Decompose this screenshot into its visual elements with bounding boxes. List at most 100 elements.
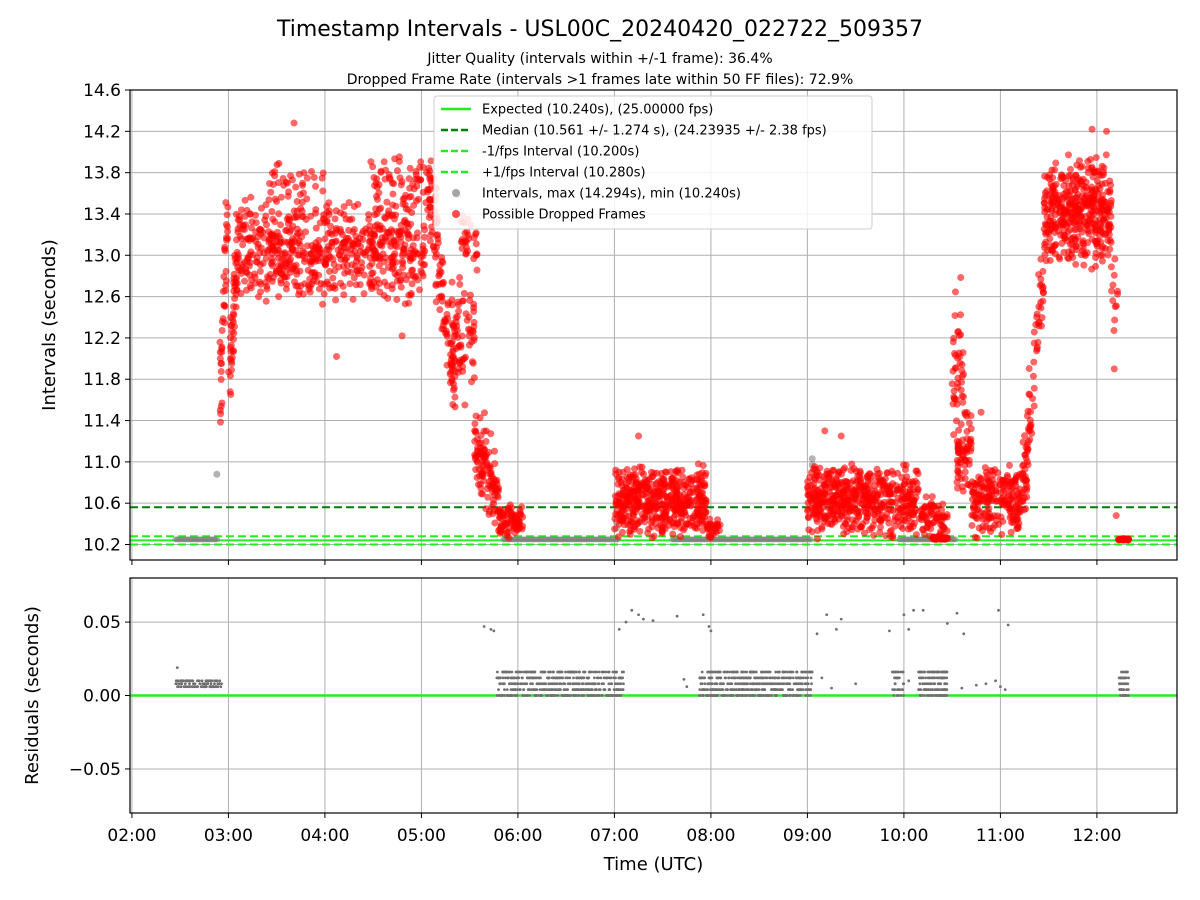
residual-point [547, 676, 551, 680]
residual-point [597, 670, 601, 674]
dropped-frame-point [455, 307, 463, 315]
residual-point [896, 694, 900, 697]
dropped-frame-point [868, 490, 876, 498]
dropped-frame-point [978, 497, 986, 505]
dropped-frame-point [247, 224, 255, 232]
dropped-frame-point [698, 502, 706, 510]
dropped-frame-point [618, 481, 626, 489]
dropped-frame-point [688, 501, 696, 509]
residual-point [596, 682, 600, 686]
residual-point [564, 670, 567, 674]
dropped-frame-point [488, 503, 496, 511]
residual-point [542, 688, 546, 692]
dropped-frame-point [818, 525, 826, 533]
residual-point [534, 676, 538, 680]
dropped-frame-point [495, 514, 503, 522]
residual-point [708, 688, 712, 692]
residual-point [804, 688, 808, 692]
dropped-frame-point [1060, 190, 1068, 198]
intervals-panel: 10.210.611.011.411.812.212.613.013.413.8… [39, 81, 1178, 565]
y-tick-label: 0.00 [83, 687, 121, 707]
dropped-frame-point [1080, 194, 1088, 202]
residual-point [489, 628, 493, 631]
dropped-frame-point [1089, 173, 1097, 181]
dropped-frame-point [885, 519, 893, 527]
dropped-frame-point [365, 215, 373, 223]
y-tick-label: 11.4 [83, 412, 121, 432]
residual-point [581, 688, 585, 692]
dropped-frame-point [490, 475, 498, 483]
dropped-frame-point [257, 204, 265, 212]
dropped-frame-point [1028, 429, 1036, 437]
dropped-frame-point [1012, 513, 1020, 521]
dropped-frame-point [245, 236, 253, 244]
dropped-frame-point [1030, 358, 1038, 366]
residual-point [741, 676, 744, 680]
dropped-frame-point [393, 243, 401, 251]
dropped-frame-point [1089, 220, 1097, 228]
dropped-frame-point [1098, 257, 1106, 265]
dropped-frame-point [517, 511, 525, 519]
dropped-frame-point [1030, 402, 1038, 410]
dropped-frame-point [1007, 502, 1015, 510]
residual-point [806, 694, 810, 697]
dropped-frame-point [821, 489, 829, 497]
residual-point [900, 688, 904, 692]
residual-point [839, 617, 843, 621]
residual-point [583, 670, 587, 674]
dropped-frame-point [876, 523, 884, 531]
dropped-frame-point [333, 353, 341, 361]
residual-point [754, 670, 758, 674]
residual-point [524, 682, 528, 686]
dropped-frame-point [268, 277, 276, 285]
dropped-frame-point [658, 529, 666, 537]
residual-point [899, 670, 903, 674]
dropped-frame-point [1023, 493, 1031, 501]
residual-point [682, 677, 686, 681]
residual-point [721, 688, 725, 692]
dropped-frame-point [277, 193, 285, 201]
residual-point [560, 676, 564, 680]
dropped-frame-point [639, 490, 647, 498]
residual-point [607, 682, 611, 686]
dropped-frame-point [858, 500, 866, 508]
residual-point [508, 694, 511, 697]
dropped-frame-point [886, 490, 894, 498]
dropped-frame-point [998, 530, 1006, 538]
dropped-frame-point [237, 206, 245, 214]
dropped-frame-point [987, 527, 995, 535]
residual-point [595, 670, 599, 674]
residual-point [510, 670, 514, 674]
residual-point [795, 676, 798, 680]
dropped-frame-point [977, 474, 985, 482]
dropped-frame-point [894, 469, 902, 477]
residual-point [541, 670, 545, 674]
residual-point [1118, 688, 1122, 692]
residual-point [1123, 682, 1126, 686]
dropped-frame-point [901, 477, 909, 485]
dropped-frame-point [612, 470, 620, 478]
dropped-frame-subtitle: Dropped Frame Rate (intervals >1 frames … [347, 72, 854, 88]
dropped-frame-point [1088, 125, 1096, 133]
dropped-frame-point [293, 207, 301, 215]
residual-point [798, 688, 802, 692]
residual-point [497, 694, 501, 697]
residual-point [782, 694, 786, 697]
dropped-frame-point [325, 210, 333, 218]
dropped-frame-point [307, 212, 315, 220]
dropped-frame-point [1104, 237, 1112, 245]
residuals-x-ticks: 02:00 03:00 04:00 05:00 06:00 07:00 08:00 09:00… [107, 813, 1121, 846]
residual-point [568, 694, 572, 697]
dropped-frame-point [436, 306, 444, 314]
residual-point [921, 676, 925, 680]
dropped-frame-point [825, 475, 833, 483]
dropped-frame-point [399, 259, 407, 267]
dropped-frame-point [648, 534, 656, 542]
dropped-frame-point [619, 468, 627, 476]
dropped-frame-point [1043, 206, 1051, 214]
residual-point [617, 688, 621, 692]
dropped-frame-point [470, 308, 478, 316]
dropped-frame-point [834, 471, 842, 479]
dropped-frame-point [402, 205, 410, 213]
dropped-frame-point [340, 291, 348, 299]
